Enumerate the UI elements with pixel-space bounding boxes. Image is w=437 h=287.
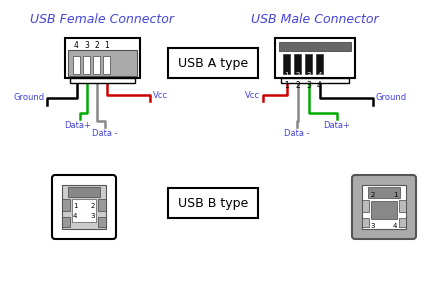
Text: 4: 4 bbox=[73, 213, 77, 219]
Bar bbox=[281, 78, 349, 83]
Text: 1: 1 bbox=[284, 72, 289, 78]
Bar bbox=[399, 218, 406, 227]
Text: USB B type: USB B type bbox=[178, 197, 248, 210]
Text: 3: 3 bbox=[371, 223, 375, 229]
Bar bbox=[62, 199, 70, 211]
Text: 4: 4 bbox=[317, 72, 322, 78]
Text: 4: 4 bbox=[317, 80, 322, 90]
FancyBboxPatch shape bbox=[352, 175, 416, 239]
Bar bbox=[103, 56, 110, 74]
Text: 2: 2 bbox=[295, 72, 300, 78]
Bar bbox=[65, 38, 140, 78]
Bar bbox=[62, 217, 70, 227]
Bar bbox=[368, 187, 400, 198]
Bar bbox=[362, 185, 406, 229]
Text: 4: 4 bbox=[393, 223, 397, 229]
Bar bbox=[294, 54, 301, 74]
Bar bbox=[72, 199, 96, 222]
Text: USB Male Connector: USB Male Connector bbox=[251, 13, 379, 26]
Text: 1: 1 bbox=[104, 42, 109, 51]
Text: USB A type: USB A type bbox=[178, 57, 248, 69]
Bar bbox=[279, 42, 351, 51]
Text: Ground: Ground bbox=[14, 92, 45, 102]
Text: 3: 3 bbox=[306, 72, 311, 78]
Text: Data -: Data - bbox=[92, 129, 118, 138]
Text: Ground: Ground bbox=[375, 92, 406, 102]
Bar bbox=[98, 199, 106, 211]
Text: 1: 1 bbox=[284, 80, 289, 90]
Bar bbox=[362, 218, 369, 227]
Bar bbox=[275, 38, 355, 78]
Text: 3: 3 bbox=[91, 213, 95, 219]
Text: 3: 3 bbox=[84, 42, 89, 51]
Bar bbox=[283, 54, 290, 74]
Bar bbox=[70, 78, 135, 83]
Bar bbox=[73, 56, 80, 74]
Bar bbox=[305, 54, 312, 74]
Bar bbox=[68, 50, 137, 76]
Text: Data+: Data+ bbox=[323, 121, 350, 130]
Bar bbox=[168, 48, 258, 78]
Text: 1: 1 bbox=[393, 192, 397, 198]
Text: USB Female Connector: USB Female Connector bbox=[31, 13, 174, 26]
Bar bbox=[98, 217, 106, 227]
Text: 4: 4 bbox=[74, 42, 79, 51]
Text: 2: 2 bbox=[91, 203, 95, 209]
Text: Vcc: Vcc bbox=[153, 90, 168, 100]
Bar bbox=[399, 200, 406, 212]
Bar bbox=[362, 200, 369, 212]
Text: 2: 2 bbox=[371, 192, 375, 198]
Text: 1: 1 bbox=[73, 203, 77, 209]
Text: 2: 2 bbox=[295, 80, 300, 90]
Bar bbox=[83, 56, 90, 74]
Text: 3: 3 bbox=[306, 80, 311, 90]
Bar bbox=[316, 54, 323, 74]
Bar bbox=[371, 201, 397, 219]
Text: Vcc: Vcc bbox=[245, 90, 260, 100]
Text: Data -: Data - bbox=[284, 129, 310, 138]
Bar bbox=[68, 187, 100, 197]
Text: Data+: Data+ bbox=[65, 121, 91, 130]
Bar bbox=[168, 188, 258, 218]
Bar bbox=[93, 56, 100, 74]
Text: 2: 2 bbox=[94, 42, 99, 51]
FancyBboxPatch shape bbox=[52, 175, 116, 239]
Bar bbox=[62, 185, 106, 229]
